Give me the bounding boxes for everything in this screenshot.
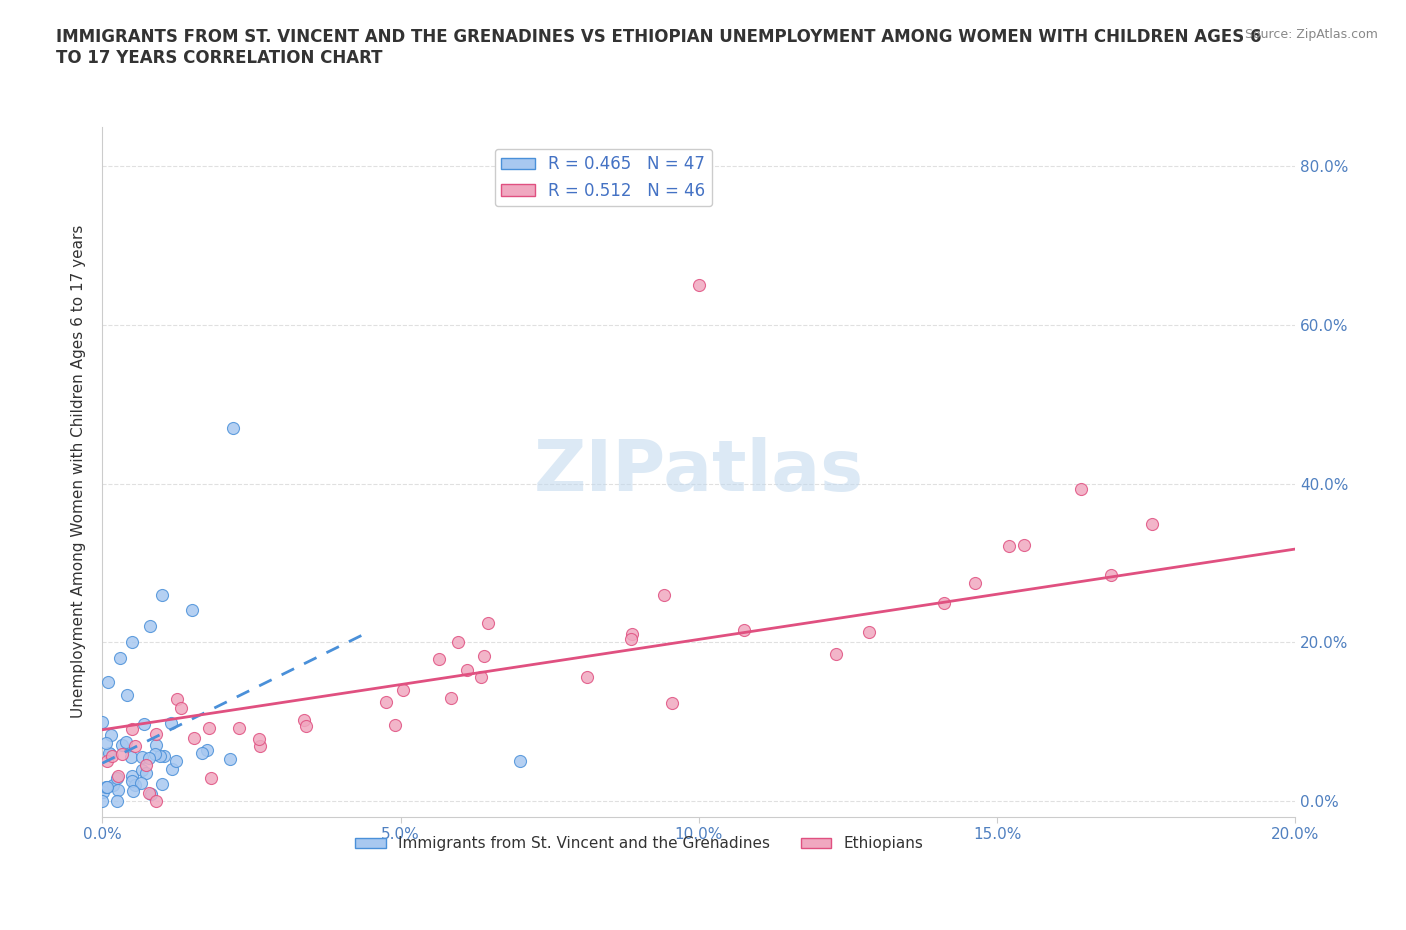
Legend: Immigrants from St. Vincent and the Grenadines, Ethiopians: Immigrants from St. Vincent and the Gren… bbox=[349, 830, 929, 857]
Point bbox=[97, 746, 120, 761]
Point bbox=[124, 739, 146, 754]
Point bbox=[165, 754, 187, 769]
Point bbox=[145, 727, 167, 742]
Point bbox=[384, 718, 406, 733]
Point bbox=[620, 631, 643, 646]
Point bbox=[105, 793, 128, 808]
Point bbox=[166, 691, 188, 706]
Point bbox=[96, 736, 118, 751]
Point bbox=[101, 749, 124, 764]
Point bbox=[456, 662, 478, 677]
Point bbox=[472, 649, 495, 664]
Point bbox=[1012, 538, 1035, 552]
Point bbox=[509, 753, 531, 768]
Point bbox=[1070, 482, 1092, 497]
Point bbox=[121, 768, 143, 783]
Point bbox=[91, 785, 114, 800]
Point bbox=[101, 777, 124, 792]
Point bbox=[247, 732, 270, 747]
Point bbox=[96, 753, 118, 768]
Point bbox=[129, 776, 152, 790]
Point bbox=[249, 739, 271, 754]
Point bbox=[219, 751, 242, 766]
Point bbox=[120, 750, 142, 764]
Point bbox=[1099, 567, 1122, 582]
Point bbox=[150, 777, 173, 791]
Point bbox=[183, 731, 205, 746]
Point bbox=[965, 576, 987, 591]
Point bbox=[122, 784, 145, 799]
Y-axis label: Unemployment Among Women with Children Ages 6 to 17 years: Unemployment Among Women with Children A… bbox=[72, 225, 86, 718]
Point bbox=[94, 779, 117, 794]
Text: IMMIGRANTS FROM ST. VINCENT AND THE GRENADINES VS ETHIOPIAN UNEMPLOYMENT AMONG W: IMMIGRANTS FROM ST. VINCENT AND THE GREN… bbox=[56, 28, 1261, 67]
Point bbox=[470, 670, 492, 684]
Point bbox=[134, 717, 156, 732]
Point bbox=[1142, 516, 1164, 531]
Point bbox=[121, 635, 143, 650]
Point bbox=[91, 793, 114, 808]
Point bbox=[107, 782, 129, 797]
Point bbox=[115, 687, 138, 702]
Point bbox=[447, 634, 470, 649]
Point bbox=[98, 747, 121, 762]
Point bbox=[149, 748, 172, 763]
Point bbox=[294, 719, 316, 734]
Point bbox=[620, 627, 643, 642]
Point bbox=[661, 696, 683, 711]
Point bbox=[222, 420, 245, 435]
Point bbox=[195, 743, 218, 758]
Point bbox=[997, 538, 1019, 553]
Point bbox=[858, 625, 880, 640]
Point bbox=[111, 747, 134, 762]
Point bbox=[107, 768, 129, 783]
Text: ZIPatlas: ZIPatlas bbox=[534, 437, 863, 506]
Point bbox=[97, 674, 120, 689]
Point bbox=[139, 787, 162, 802]
Point bbox=[160, 762, 183, 777]
Point bbox=[375, 695, 398, 710]
Point bbox=[477, 616, 499, 631]
Point bbox=[145, 737, 167, 752]
Point bbox=[159, 715, 181, 730]
Point bbox=[100, 727, 122, 742]
Point bbox=[440, 691, 463, 706]
Point bbox=[115, 734, 138, 749]
Point bbox=[124, 778, 146, 793]
Point bbox=[145, 793, 167, 808]
Point bbox=[292, 713, 315, 728]
Text: Source: ZipAtlas.com: Source: ZipAtlas.com bbox=[1244, 28, 1378, 41]
Point bbox=[96, 779, 118, 794]
Point bbox=[825, 646, 848, 661]
Point bbox=[121, 773, 143, 788]
Point bbox=[200, 771, 222, 786]
Point bbox=[150, 587, 173, 602]
Point bbox=[139, 618, 162, 633]
Point bbox=[652, 588, 675, 603]
Point bbox=[688, 278, 710, 293]
Point bbox=[135, 758, 157, 773]
Point bbox=[427, 652, 450, 667]
Point bbox=[143, 747, 166, 762]
Point bbox=[91, 714, 114, 729]
Point bbox=[121, 722, 143, 737]
Point bbox=[228, 721, 250, 736]
Point bbox=[105, 770, 128, 785]
Point bbox=[131, 750, 153, 764]
Point bbox=[180, 603, 202, 618]
Point bbox=[932, 595, 955, 610]
Point bbox=[108, 651, 131, 666]
Point bbox=[391, 683, 413, 698]
Point bbox=[153, 749, 176, 764]
Point bbox=[198, 721, 221, 736]
Point bbox=[111, 737, 134, 752]
Point bbox=[575, 670, 598, 684]
Point bbox=[733, 622, 755, 637]
Point bbox=[138, 751, 160, 765]
Point bbox=[131, 763, 153, 777]
Point bbox=[135, 765, 157, 780]
Point bbox=[191, 746, 214, 761]
Point bbox=[138, 786, 160, 801]
Point bbox=[170, 700, 193, 715]
